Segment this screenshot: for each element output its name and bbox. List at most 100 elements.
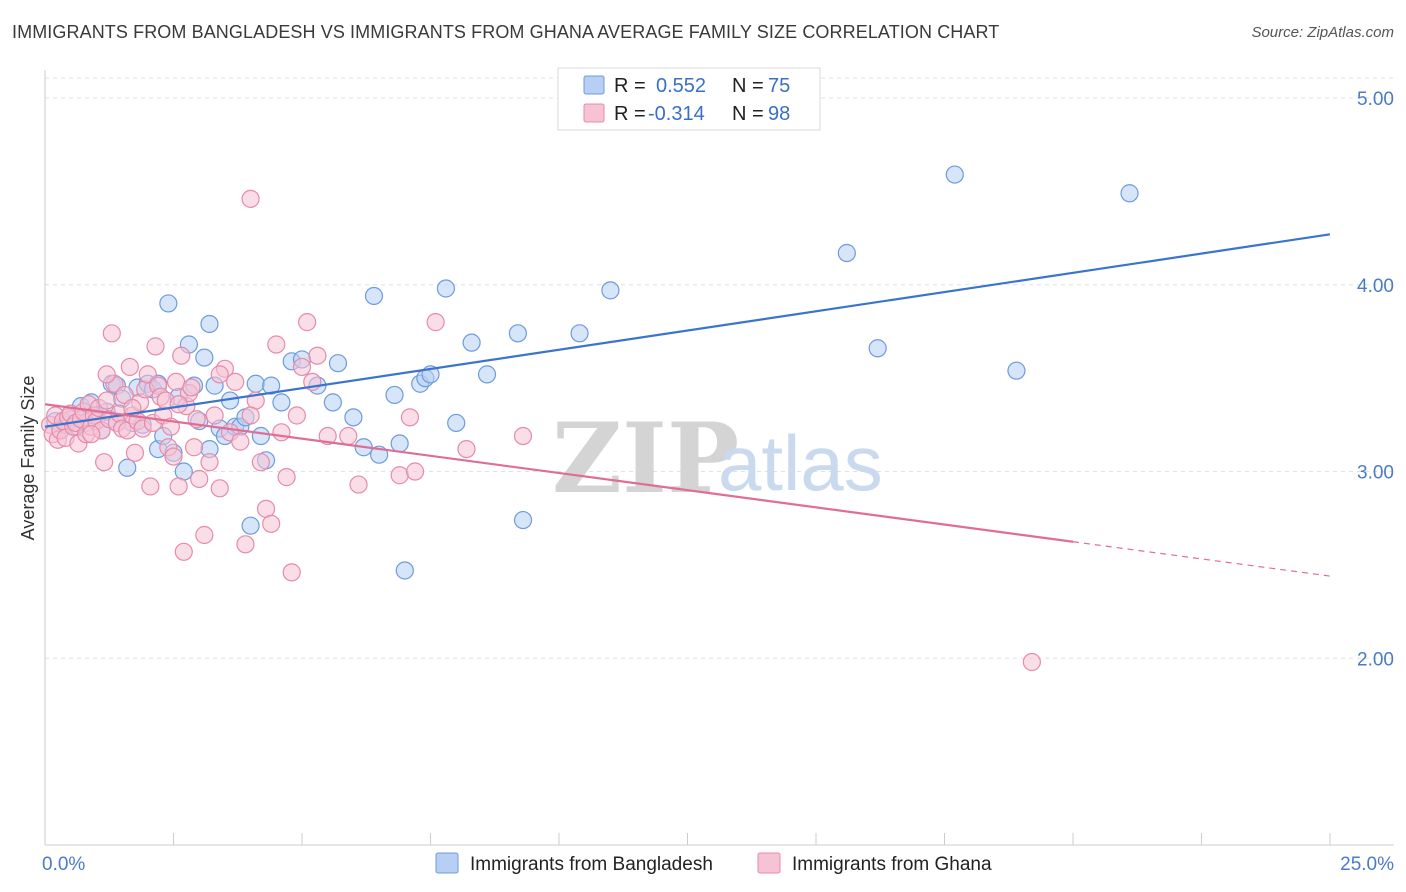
point-ghana (95, 453, 114, 472)
point-ghana (226, 372, 245, 391)
source-credit: Source: ZipAtlas.com (1251, 24, 1394, 41)
point-ghana (141, 477, 160, 496)
point-bangladesh (200, 314, 219, 334)
point-bangladesh (195, 348, 214, 367)
point-ghana (231, 432, 250, 451)
point-ghana (82, 425, 101, 444)
grid-lines (45, 77, 1394, 659)
point-ghana (97, 365, 116, 384)
point-bangladesh (1007, 361, 1026, 380)
point-ghana (308, 346, 327, 365)
axes (44, 70, 1394, 846)
series-legend-swatch-ghana (757, 852, 781, 874)
series-legend-label-bangladesh: Immigrants from Bangladesh (470, 854, 713, 875)
point-ghana (236, 535, 255, 554)
x-tick-labels: 0.0% 25.0% (42, 854, 1394, 875)
legend-r-label-bangladesh: R = (614, 75, 646, 97)
watermark-atlas: atlas (718, 419, 883, 507)
point-ghana (272, 423, 291, 442)
point-ghana (513, 426, 533, 446)
point-bangladesh (344, 408, 363, 427)
legend-n-value-ghana: 98 (768, 103, 790, 125)
point-ghana (169, 395, 188, 414)
point-bangladesh (246, 374, 265, 393)
point-ghana (210, 365, 229, 384)
point-ghana (120, 357, 139, 377)
watermark: ZIP atlas (552, 402, 883, 515)
y-tick-label: 4.00 (1357, 276, 1394, 297)
legend-n-value-bangladesh: 75 (768, 75, 790, 97)
point-bangladesh (1120, 184, 1139, 203)
point-ghana (184, 438, 204, 457)
point-ghana (172, 346, 191, 365)
point-ghana (349, 475, 368, 494)
x-tick-min: 0.0% (42, 854, 85, 875)
legend-r-value-ghana: -0.314 (648, 103, 705, 125)
point-ghana (405, 462, 425, 481)
point-bangladesh (868, 339, 887, 358)
point-ghana (251, 453, 270, 472)
watermark-zip: ZIP (552, 402, 739, 515)
point-bangladesh (241, 516, 260, 535)
point-ghana (287, 406, 306, 425)
point-ghana (339, 426, 358, 446)
point-bangladesh (390, 434, 409, 453)
point-bangladesh (436, 279, 456, 298)
legend-swatch-bangladesh (583, 75, 605, 95)
point-ghana (164, 447, 183, 466)
trend-line-ghana (44, 403, 1074, 543)
point-ghana (390, 466, 409, 485)
legend-r-label-ghana: R = (614, 103, 646, 125)
point-ghana (125, 443, 145, 462)
point-ghana (182, 378, 201, 397)
trend-lines (44, 233, 1331, 577)
legend-r-value-bangladesh: 0.552 (656, 75, 706, 97)
point-bangladesh (447, 413, 466, 433)
point-ghana (102, 324, 121, 343)
point-bangladesh (272, 393, 291, 412)
point-ghana (426, 313, 445, 332)
point-bangladesh (385, 385, 404, 405)
point-bangladesh (262, 376, 281, 395)
point-ghana (146, 337, 165, 356)
y-tick-label: 3.00 (1357, 463, 1394, 484)
point-ghana (205, 406, 224, 425)
legend-n-label-bangladesh: N = (732, 75, 764, 97)
point-bangladesh (601, 281, 620, 300)
point-ghana (298, 313, 317, 332)
point-ghana (457, 439, 476, 459)
y-tick-label: 2.00 (1357, 649, 1394, 670)
point-bangladesh (945, 165, 964, 184)
point-ghana (277, 468, 296, 487)
point-bangladesh (462, 333, 481, 352)
point-bangladesh (364, 286, 384, 306)
series-legend-label-ghana: Immigrants from Ghana (792, 854, 992, 875)
point-ghana (292, 357, 312, 377)
y-tick-labels: 5.00 4.00 3.00 2.00 (1357, 89, 1394, 670)
point-ghana (169, 477, 188, 496)
point-bangladesh (513, 510, 533, 530)
point-ghana (267, 335, 286, 354)
point-bangladesh (251, 426, 270, 446)
stats-legend: R = 0.552 N = 75 R = -0.314 N = 98 (557, 67, 821, 131)
point-bangladesh (837, 243, 856, 263)
series-legend-swatch-bangladesh (435, 852, 459, 874)
point-ghana (210, 479, 229, 498)
point-bangladesh (118, 458, 137, 477)
point-ghana (174, 542, 193, 561)
point-ghana (200, 453, 219, 472)
point-ghana (241, 406, 260, 425)
point-ghana (1022, 652, 1041, 672)
point-ghana (400, 408, 420, 427)
point-bangladesh (159, 294, 178, 313)
point-bangladesh (477, 365, 497, 384)
point-ghana (97, 391, 116, 410)
trend-line-bangladesh (44, 233, 1331, 428)
x-tick-max: 25.0% (1340, 854, 1394, 875)
legend-swatch-ghana (583, 103, 605, 123)
point-bangladesh (323, 393, 342, 412)
point-ghana (190, 469, 209, 489)
point-bangladesh (570, 324, 589, 343)
point-ghana (138, 365, 157, 384)
